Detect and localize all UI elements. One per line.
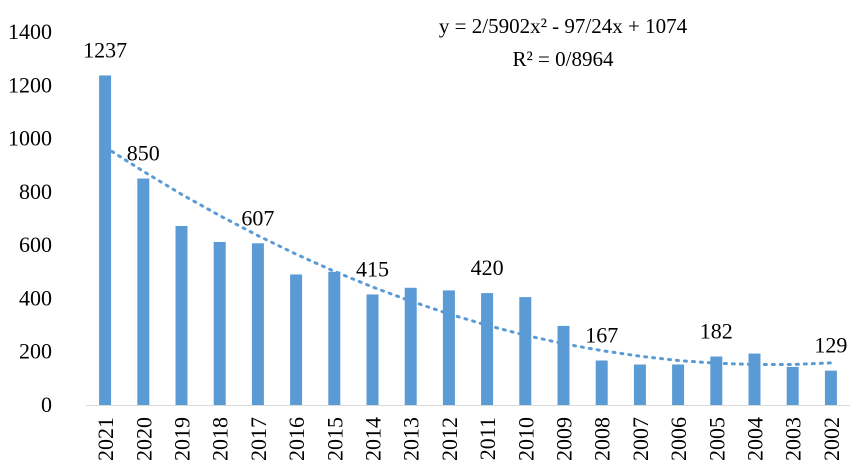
x-tick-label: 2010 xyxy=(513,417,538,461)
x-tick-label: 2019 xyxy=(170,417,195,461)
x-tick-label: 2017 xyxy=(246,417,271,461)
x-tick-label: 2008 xyxy=(590,417,615,461)
bar xyxy=(442,290,455,405)
x-tick-label: 2011 xyxy=(475,417,500,460)
data-label: 607 xyxy=(241,205,274,230)
y-tick-label: 800 xyxy=(19,179,52,204)
x-tick-label: 2003 xyxy=(781,417,806,461)
y-tick-label: 0 xyxy=(41,392,52,417)
x-tick-label: 2016 xyxy=(284,417,309,461)
y-axis-ticks: 0 200 400 600 800 1000 1200 1400 xyxy=(8,19,52,417)
x-tick-label: 2006 xyxy=(666,417,691,461)
trendline-r-squared: R² = 0/8964 xyxy=(513,47,614,71)
bar-series xyxy=(99,75,837,405)
x-tick-label: 2007 xyxy=(628,417,653,461)
data-label: 129 xyxy=(814,333,847,358)
x-tick-label: 2012 xyxy=(437,417,462,461)
x-tick-label: 2014 xyxy=(361,417,386,461)
y-tick-label: 1200 xyxy=(8,72,52,97)
data-label: 850 xyxy=(127,141,160,166)
bar xyxy=(290,274,303,405)
bar xyxy=(251,243,264,405)
data-label: 415 xyxy=(356,256,389,281)
bar xyxy=(366,294,379,405)
y-tick-label: 1400 xyxy=(8,19,52,44)
x-tick-label: 2021 xyxy=(93,417,118,461)
data-label: 182 xyxy=(700,319,733,344)
x-tick-label: 2013 xyxy=(399,417,424,461)
bar xyxy=(99,75,112,405)
x-tick-label: 2018 xyxy=(208,417,233,461)
bar xyxy=(710,356,723,405)
x-tick-label: 2020 xyxy=(131,417,156,461)
y-tick-label: 200 xyxy=(19,339,52,364)
bar xyxy=(213,241,226,405)
x-tick-label: 2009 xyxy=(552,417,577,461)
data-labels: 1237 850 607 415 420 167 182 129 xyxy=(83,37,847,357)
trendline-equation: y = 2/5902x² - 97/24x + 1074 xyxy=(439,14,688,38)
bar xyxy=(595,360,608,405)
bar xyxy=(404,287,417,405)
x-tick-label: 2005 xyxy=(704,417,729,461)
y-tick-label: 400 xyxy=(19,285,52,310)
bar xyxy=(824,370,837,405)
data-label: 1237 xyxy=(83,37,127,62)
bar xyxy=(557,325,570,405)
bar xyxy=(748,353,761,405)
y-tick-label: 600 xyxy=(19,232,52,257)
trendline xyxy=(103,145,833,366)
bar xyxy=(786,366,799,405)
bar xyxy=(328,271,341,405)
x-axis-ticks: 2021 2020 2019 2018 2017 2016 2015 2014 2013 2012… xyxy=(93,417,844,461)
bar xyxy=(519,297,532,405)
x-tick-label: 2002 xyxy=(819,417,844,461)
data-label: 167 xyxy=(585,323,618,348)
x-tick-label: 2004 xyxy=(743,417,768,461)
bar xyxy=(672,364,685,405)
bar xyxy=(481,293,494,405)
bar xyxy=(137,178,150,405)
bar xyxy=(633,364,646,405)
bar xyxy=(175,225,188,405)
data-label: 420 xyxy=(471,255,504,280)
y-tick-label: 1000 xyxy=(8,126,52,151)
x-tick-label: 2015 xyxy=(322,417,347,461)
